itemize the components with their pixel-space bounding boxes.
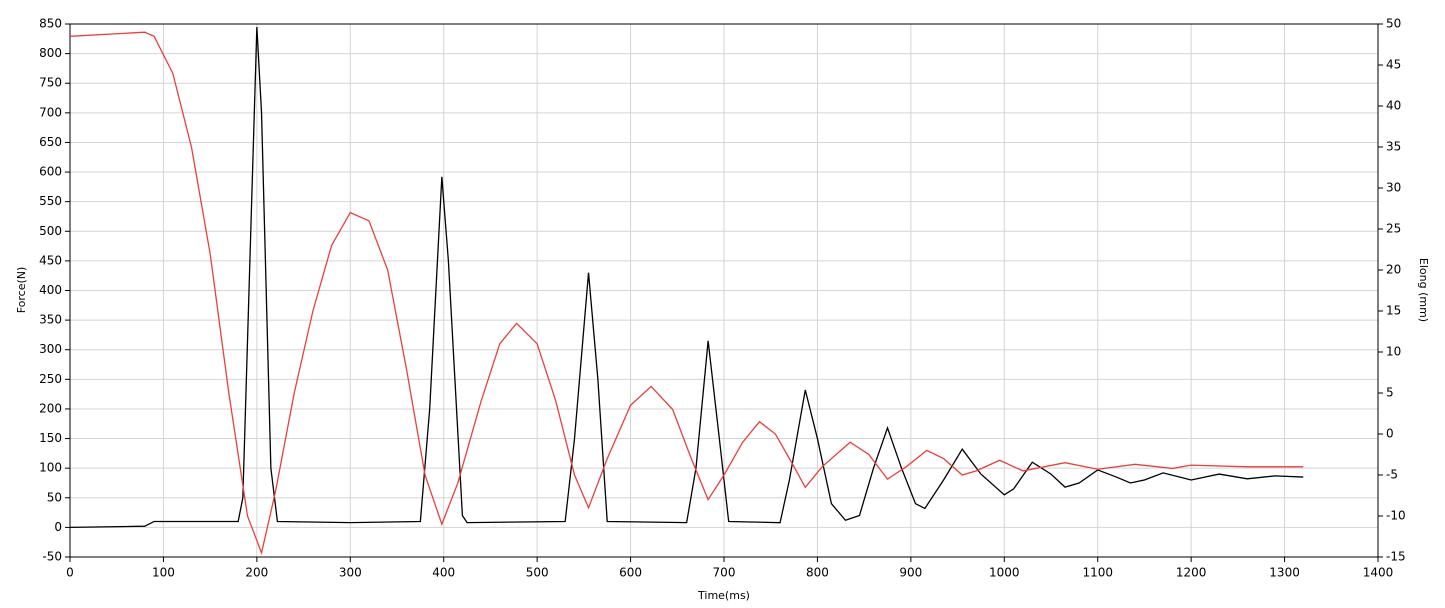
y-tick-label: 50 [47,490,62,504]
x-tick-label: 200 [245,566,268,580]
x-tick-label: 1400 [1363,566,1394,580]
x-tick-label: 700 [713,566,736,580]
y-tick-label: 650 [39,135,62,149]
x-tick-label: 1100 [1082,566,1113,580]
y-tick-label: 600 [39,165,62,179]
x-tick-label: 500 [526,566,549,580]
y2-tick-label: 20 [1386,263,1401,277]
y2-tick-label: -5 [1386,468,1398,482]
y2-tick-label: 45 [1386,58,1401,72]
plot-frame [69,23,1379,558]
y2-tick-label: 15 [1386,304,1401,318]
y2-tick-label: 40 [1386,99,1401,113]
y-tick-label: -50 [42,550,62,564]
x-tick-label: 900 [899,566,922,580]
y2-tick-label: 10 [1386,345,1401,359]
x-tick-label: 600 [619,566,642,580]
y-tick-label: 500 [39,224,62,238]
y2-tick-label: 25 [1386,222,1401,236]
y-tick-label: 550 [39,194,62,208]
y-axis-label: Force(N) [15,267,28,314]
x-tick-label: 1200 [1176,566,1207,580]
y-tick-label: 450 [39,253,62,267]
y2-tick-label: 5 [1386,386,1394,400]
x-tick-label: 1000 [989,566,1020,580]
y-tick-label: 850 [39,17,62,31]
y2-tick-label: -10 [1386,509,1406,523]
x-tick-label: 800 [806,566,829,580]
y-tick-label: 100 [39,461,62,475]
y-tick-label: 700 [39,105,62,119]
y2-tick-label: -15 [1386,550,1406,564]
x-tick-label: 100 [152,566,175,580]
y-tick-label: 300 [39,342,62,356]
x-tick-label: 0 [66,566,74,580]
y-tick-label: 400 [39,283,62,297]
x-tick-label: 1300 [1269,566,1300,580]
y2-tick-label: 0 [1386,427,1394,441]
y-tick-label: 200 [39,401,62,415]
y-tick-label: 150 [39,431,62,445]
y2-tick-label: 35 [1386,140,1401,154]
y2-tick-label: 50 [1386,17,1401,31]
x-axis-label: Time(ms) [697,589,750,602]
y2-tick-label: 30 [1386,181,1401,195]
data-line [69,26,1304,529]
x-tick-label: 400 [432,566,455,580]
y-tick-label: 350 [39,313,62,327]
y2-axis-label: Elong (mm) [1417,258,1430,322]
y-tick-label: 0 [54,520,62,534]
y-tick-label: 750 [39,76,62,90]
x-tick-label: 300 [339,566,362,580]
y-tick-label: 800 [39,46,62,60]
data-line [69,31,1304,556]
y-tick-label: 250 [39,372,62,386]
